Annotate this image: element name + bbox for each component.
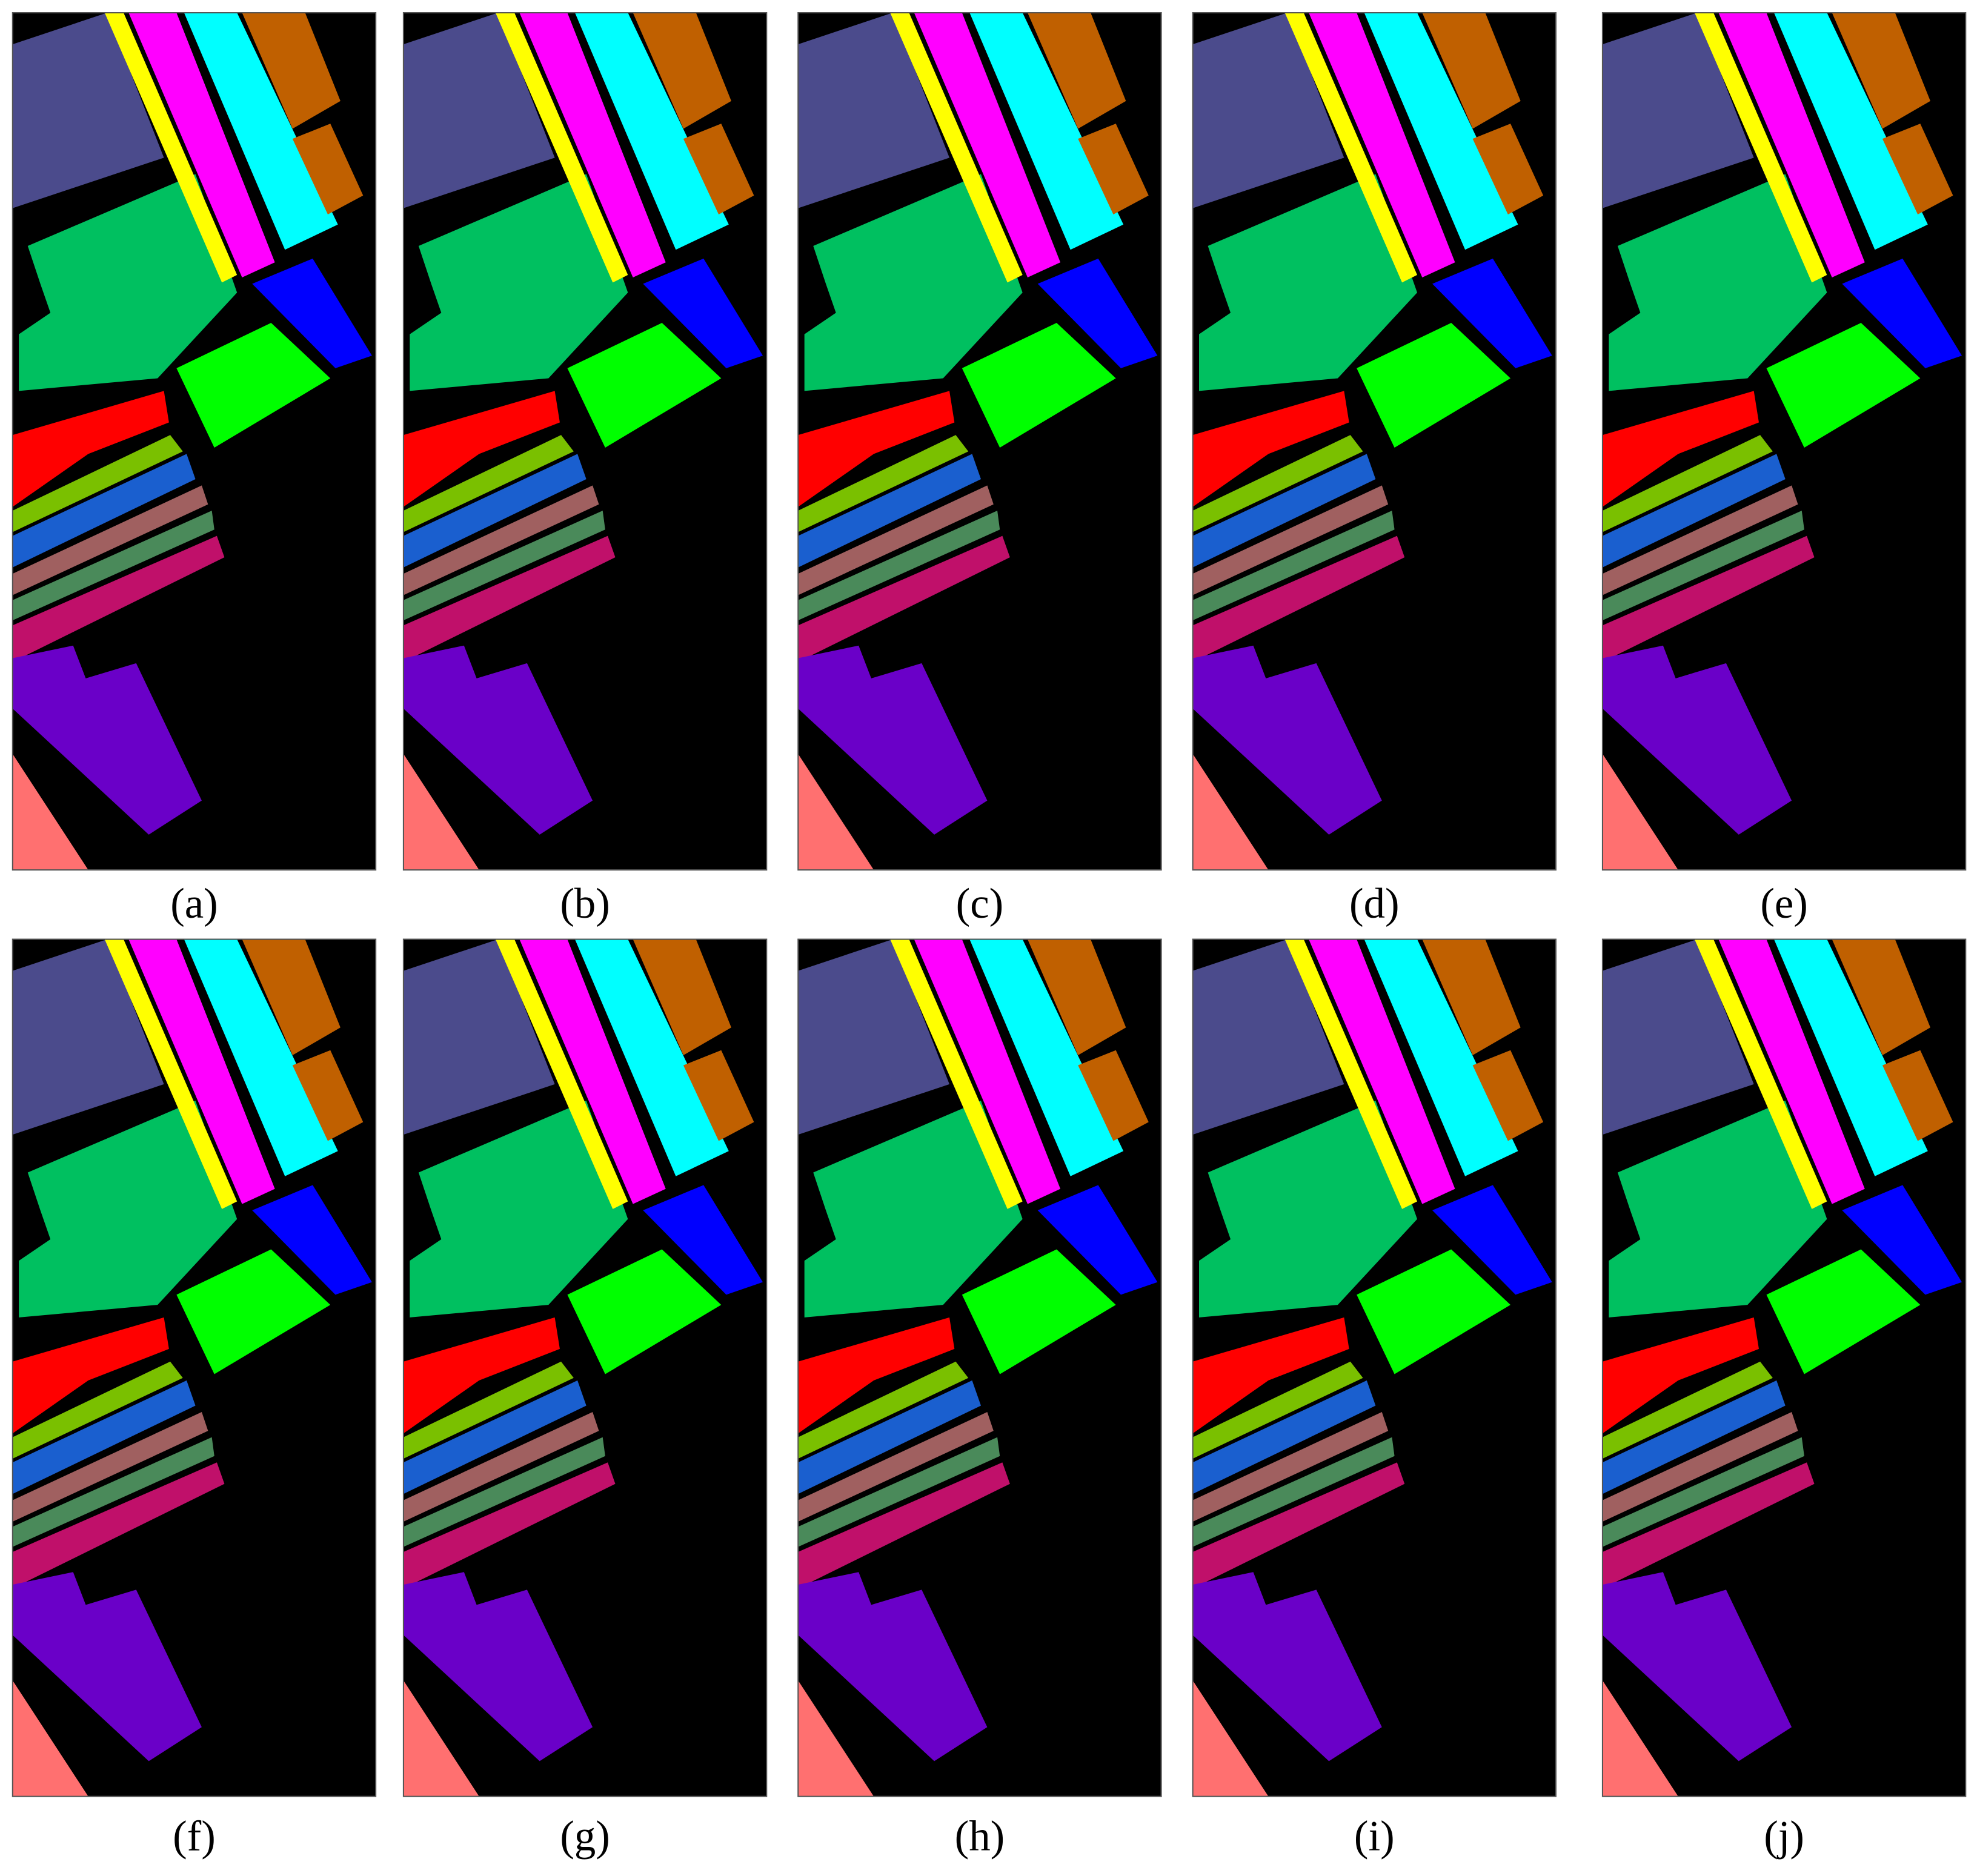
panel-label: (j) <box>1764 1813 1804 1860</box>
panel-label: (b) <box>560 880 610 927</box>
panel-label: (e) <box>1760 880 1808 927</box>
panel-label: (h) <box>955 1813 1005 1860</box>
classification-map <box>798 13 1161 870</box>
panel-frame <box>12 938 377 1797</box>
classification-map <box>1192 939 1556 1797</box>
panel-frame <box>797 12 1162 871</box>
panel-frame <box>797 938 1162 1797</box>
panel-frame <box>1192 12 1557 871</box>
classification-map <box>1192 13 1556 870</box>
panel-frame <box>12 12 377 871</box>
panel-frame <box>1192 938 1557 1797</box>
panel-frame <box>402 12 768 871</box>
panel-frame <box>1601 12 1967 871</box>
panel-label: (d) <box>1349 880 1400 927</box>
classification-map <box>403 13 767 870</box>
classification-map <box>1602 939 1966 1797</box>
panel-frame <box>1601 938 1967 1797</box>
panel-frame <box>402 938 768 1797</box>
classification-map <box>12 13 376 870</box>
classification-map <box>798 939 1161 1797</box>
panel-label: (f) <box>173 1813 216 1860</box>
panel-label: (g) <box>560 1813 610 1860</box>
panel-label: (a) <box>170 880 218 927</box>
panel-label: (i) <box>1354 1813 1395 1860</box>
classification-map <box>12 939 376 1797</box>
panel-label: (c) <box>956 880 1004 927</box>
classification-map <box>403 939 767 1797</box>
classification-map <box>1602 13 1966 870</box>
